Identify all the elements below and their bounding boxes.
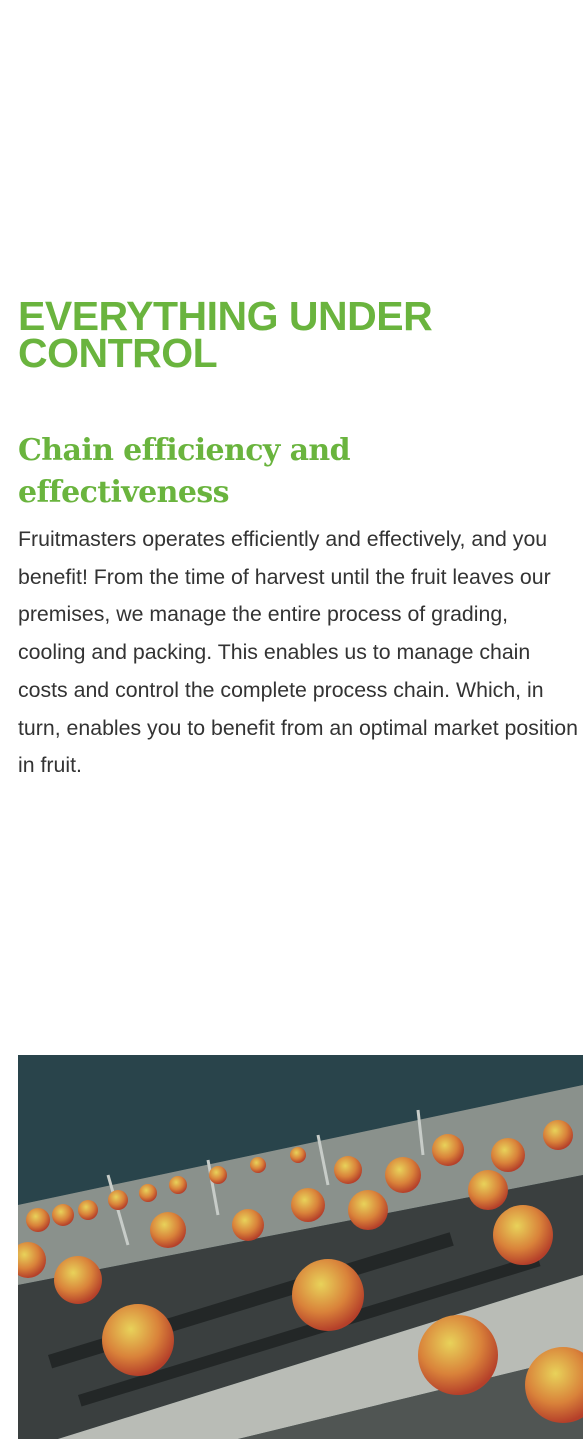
body-text: Fruitmasters operates efficiently and ef… xyxy=(18,521,578,785)
heading: EVERYTHING UNDER CONTROL xyxy=(18,298,558,372)
subheading: Chain efficiency and effectiveness xyxy=(18,430,438,514)
photo xyxy=(18,1055,583,1439)
page: {"heading": "EVERYTHING UNDER CONTROL", … xyxy=(0,0,583,1439)
